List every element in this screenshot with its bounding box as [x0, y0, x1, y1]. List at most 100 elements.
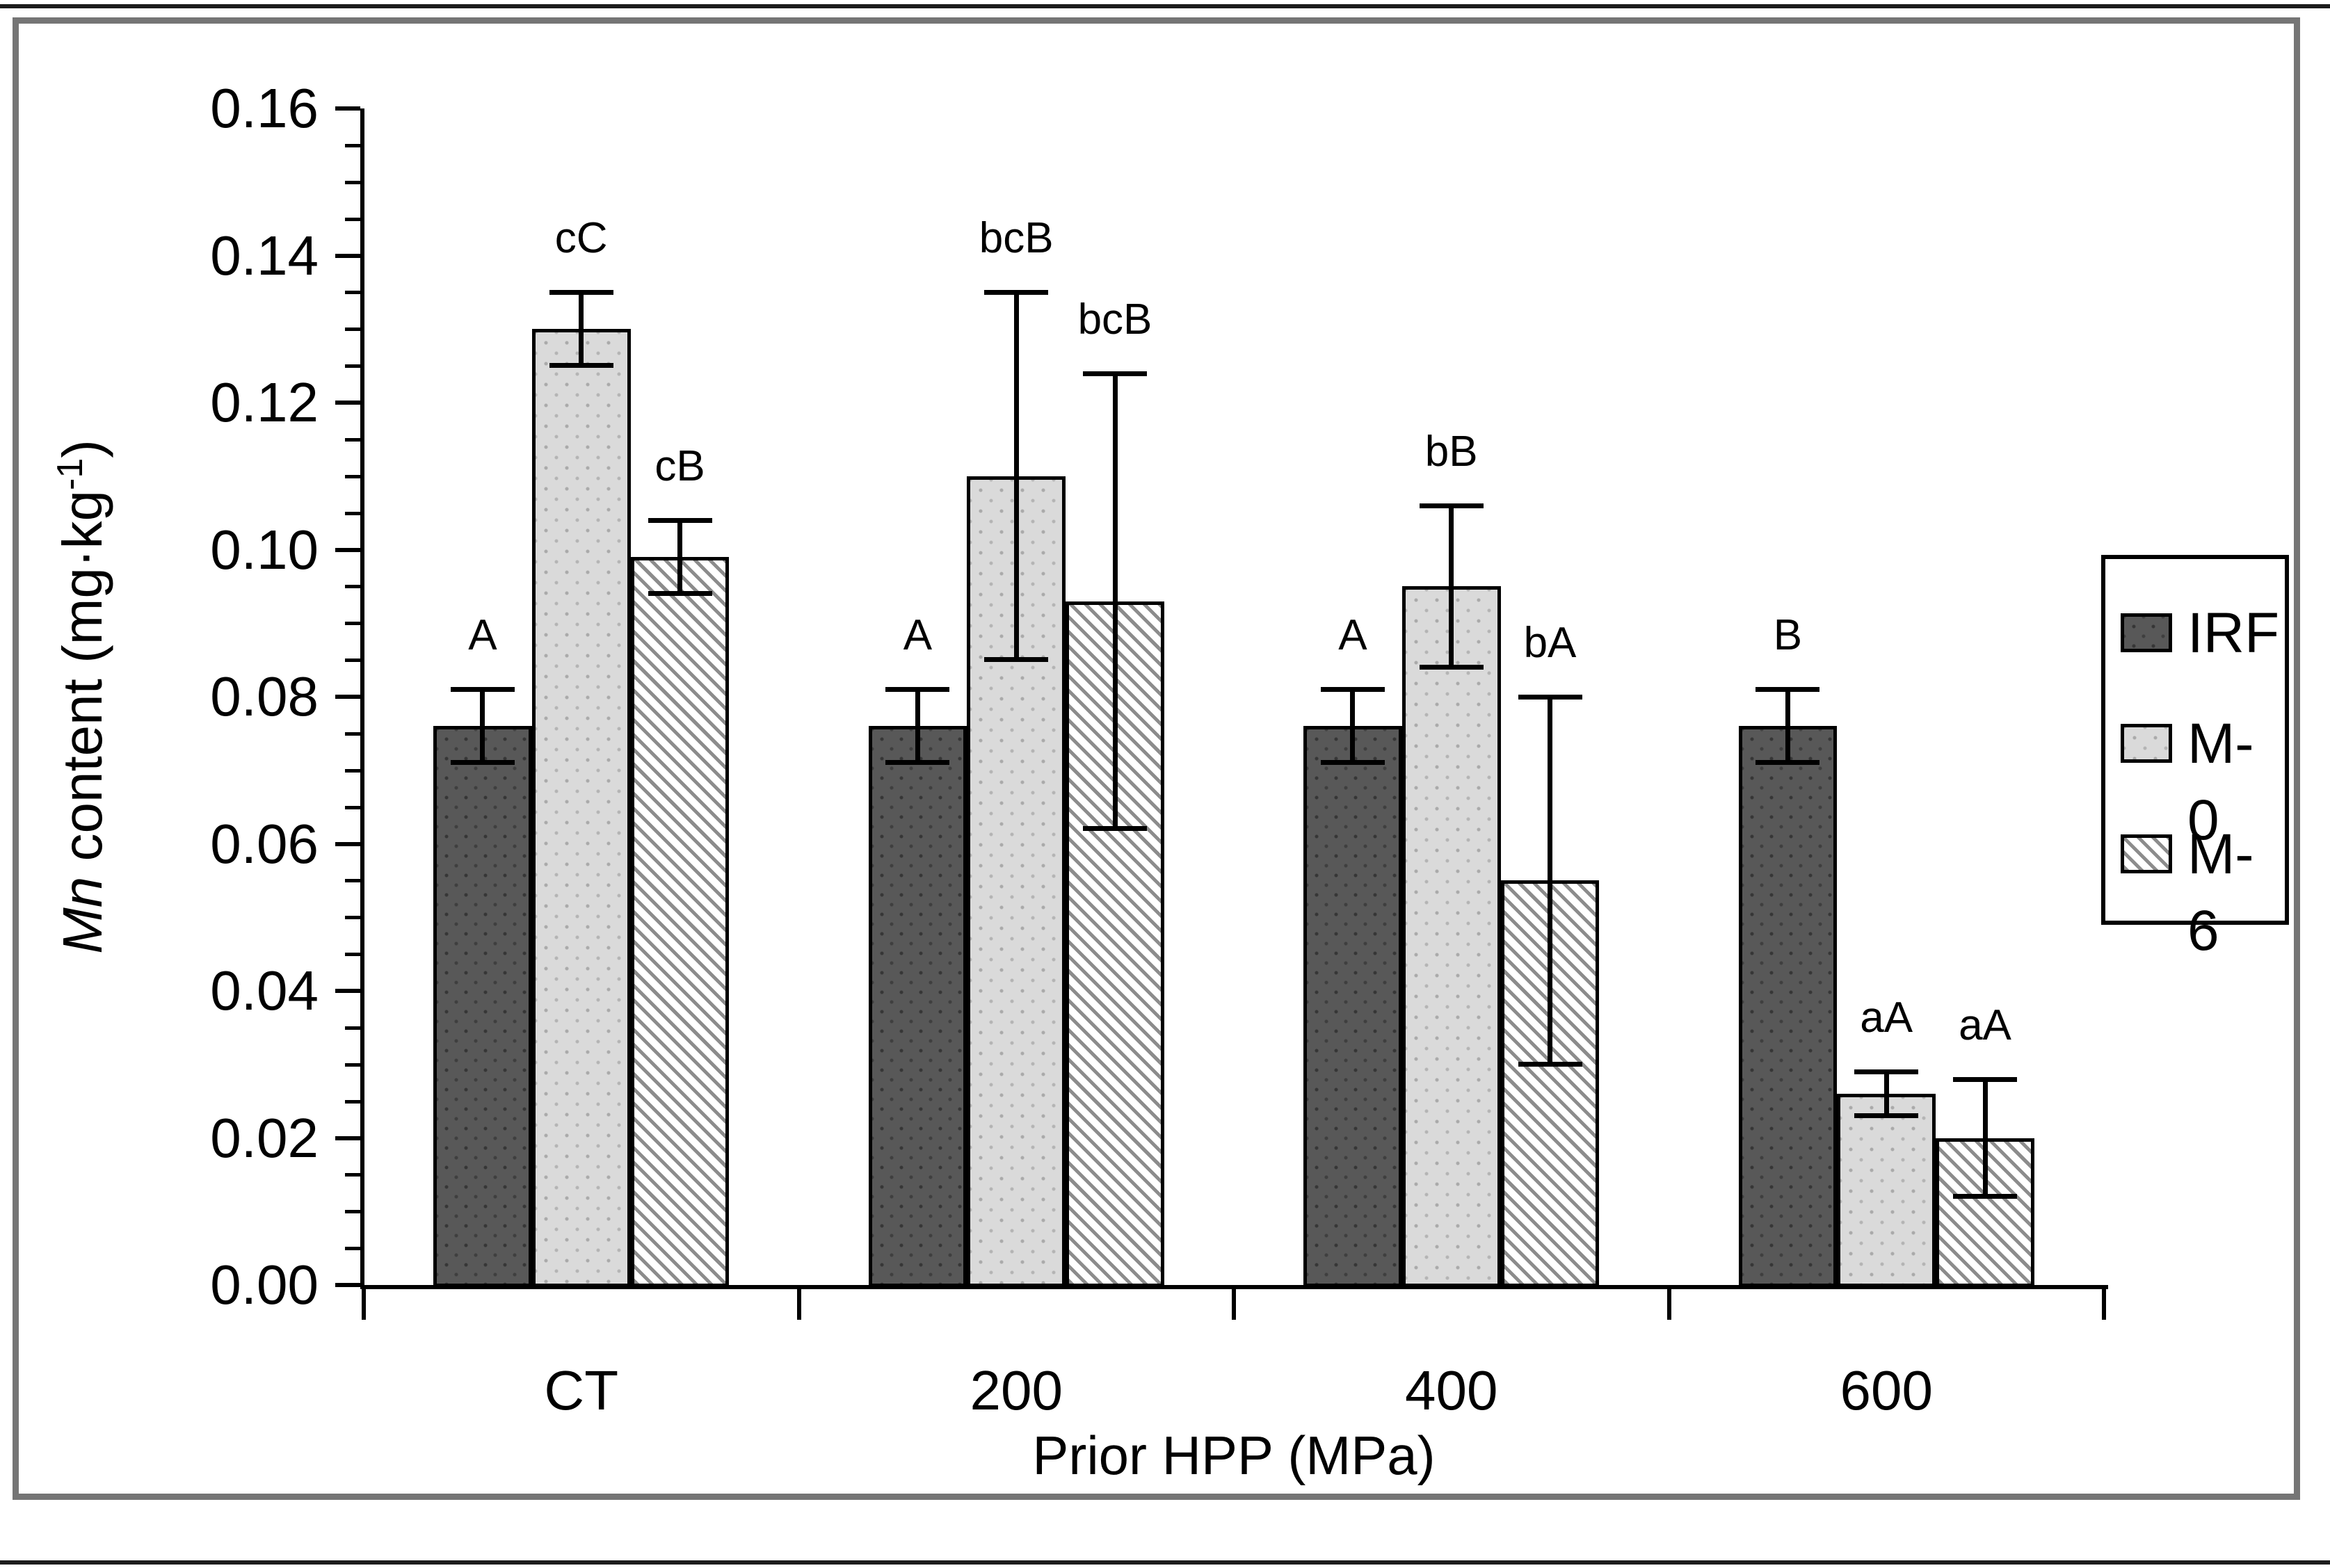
error-bar-m-0-400	[1449, 506, 1454, 668]
error-bar-cap-top-m-0-ct	[549, 290, 613, 296]
y-tick-label: 0.02	[210, 1106, 319, 1169]
significance-label-m-0-ct: cC	[554, 214, 608, 263]
y-minor-tick	[345, 1062, 360, 1067]
y-axis-title-superscript: -1	[50, 458, 91, 490]
bar-m-0-600	[1837, 1094, 1936, 1287]
bar-irf-200	[868, 726, 967, 1287]
error-bar-cap-top-m-6-600	[1953, 1076, 2017, 1082]
y-major-tick	[335, 253, 360, 258]
y-minor-tick	[345, 328, 360, 332]
bar-m-6-ct	[630, 557, 730, 1287]
y-axis-title-text: content (mg·kg	[51, 490, 113, 877]
error-bar-cap-bottom-irf-400	[1320, 760, 1385, 766]
error-bar-cap-bottom-m-0-600	[1854, 1113, 1919, 1118]
error-bar-m-0-ct	[579, 292, 584, 366]
significance-label-m-0-600: aA	[1860, 994, 1913, 1042]
x-axis-line	[360, 1285, 2108, 1289]
bar-irf-400	[1303, 726, 1402, 1287]
y-minor-tick	[345, 180, 360, 184]
legend-label-irf: IRF	[2187, 601, 2280, 665]
error-bar-cap-top-m-0-200	[984, 290, 1049, 296]
error-bar-irf-400	[1350, 689, 1356, 763]
x-axis-tick	[2102, 1289, 2106, 1320]
error-bar-irf-600	[1785, 689, 1790, 763]
significance-label-m-6-400: bA	[1523, 619, 1577, 667]
significance-label-m-0-400: bB	[1424, 428, 1478, 476]
y-major-tick	[335, 547, 360, 552]
y-minor-tick	[345, 879, 360, 883]
y-minor-tick	[345, 622, 360, 626]
y-tick-label: 0.14	[210, 224, 319, 286]
y-tick-label: 0.10	[210, 518, 319, 581]
y-minor-tick	[345, 1099, 360, 1104]
legend-item-m0: M-0	[2105, 706, 2285, 852]
x-axis-tick	[362, 1289, 366, 1320]
x-axis-title: Prior HPP (MPa)	[1032, 1425, 1436, 1486]
significance-label-irf-ct: A	[468, 611, 497, 660]
legend-item-m6: M-6	[2105, 816, 2285, 962]
y-minor-tick	[345, 437, 360, 442]
legend-swatch-m6	[2121, 834, 2172, 873]
bar-m-0-400	[1401, 586, 1501, 1287]
significance-label-m-6-600: aA	[1959, 1001, 2011, 1049]
y-minor-tick	[345, 1173, 360, 1177]
error-bar-cap-top-m-0-400	[1419, 503, 1484, 509]
legend-swatch-m0	[2121, 724, 2172, 763]
x-axis-tick	[796, 1289, 801, 1320]
error-bar-m-6-400	[1548, 697, 1552, 1065]
y-minor-tick	[345, 143, 360, 147]
y-axis-title: Mn content (mg·kg-1)	[21, 0, 132, 1393]
bar-irf-600	[1738, 726, 1838, 1287]
error-bar-cap-bottom-m-0-ct	[549, 363, 613, 369]
error-bar-cap-bottom-m-6-200	[1083, 826, 1147, 832]
error-bar-irf-ct	[480, 689, 485, 763]
error-bar-cap-top-irf-600	[1755, 687, 1820, 693]
y-tick-label: 0.08	[210, 665, 319, 727]
y-major-tick	[335, 695, 360, 699]
error-bar-cap-bottom-irf-ct	[450, 760, 515, 766]
error-bar-cap-top-irf-200	[885, 687, 950, 693]
error-bar-cap-top-m-0-600	[1854, 1069, 1919, 1075]
y-major-tick	[335, 1283, 360, 1287]
y-minor-tick	[345, 658, 360, 663]
error-bar-cap-bottom-irf-200	[885, 760, 950, 766]
y-minor-tick	[345, 1026, 360, 1030]
error-bar-irf-200	[915, 689, 920, 763]
error-bar-cap-bottom-m-0-400	[1419, 664, 1484, 670]
error-bar-cap-top-irf-ct	[450, 687, 515, 693]
significance-label-m-6-200: bcB	[1077, 295, 1152, 343]
error-bar-cap-bottom-m-6-ct	[648, 590, 712, 596]
y-minor-tick	[345, 291, 360, 295]
error-bar-m-6-ct	[677, 520, 682, 594]
error-bar-m-6-200	[1112, 373, 1118, 830]
y-minor-tick	[345, 1210, 360, 1214]
error-bar-m-0-200	[1013, 292, 1019, 661]
x-category-label: 200	[970, 1359, 1063, 1421]
y-minor-tick	[345, 474, 360, 478]
legend-label-m0: M-0	[2187, 712, 2254, 852]
y-axis-title-close: )	[51, 439, 113, 458]
significance-label-m-0-200: bcB	[979, 214, 1054, 263]
y-major-tick	[335, 989, 360, 993]
y-minor-tick	[345, 1247, 360, 1251]
legend-box: IRF M-0 M-6	[2101, 555, 2289, 962]
y-minor-tick	[345, 805, 360, 809]
error-bar-cap-top-m-6-200	[1083, 371, 1147, 376]
legend-item-irf: IRF	[2105, 595, 2285, 672]
error-bar-m-0-600	[1883, 1072, 1889, 1116]
y-minor-tick	[345, 364, 360, 369]
y-tick-label: 0.16	[210, 77, 319, 139]
y-minor-tick	[345, 916, 360, 920]
top-rule-line	[0, 4, 2330, 8]
y-minor-tick	[345, 953, 360, 957]
error-bar-cap-top-irf-400	[1320, 687, 1385, 693]
error-bar-cap-bottom-m-0-200	[984, 657, 1049, 663]
significance-label-irf-400: A	[1338, 611, 1367, 660]
bottom-rule-line	[0, 1560, 2330, 1565]
y-major-tick	[335, 106, 360, 111]
error-bar-cap-bottom-m-6-400	[1518, 1061, 1582, 1067]
y-axis-title-italic: Mn	[51, 876, 113, 954]
y-major-tick	[335, 401, 360, 405]
